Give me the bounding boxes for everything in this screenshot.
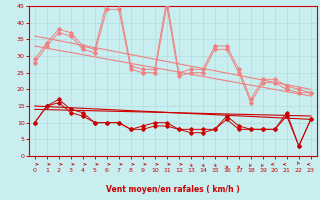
X-axis label: Vent moyen/en rafales ( km/h ): Vent moyen/en rafales ( km/h ) (106, 185, 240, 194)
